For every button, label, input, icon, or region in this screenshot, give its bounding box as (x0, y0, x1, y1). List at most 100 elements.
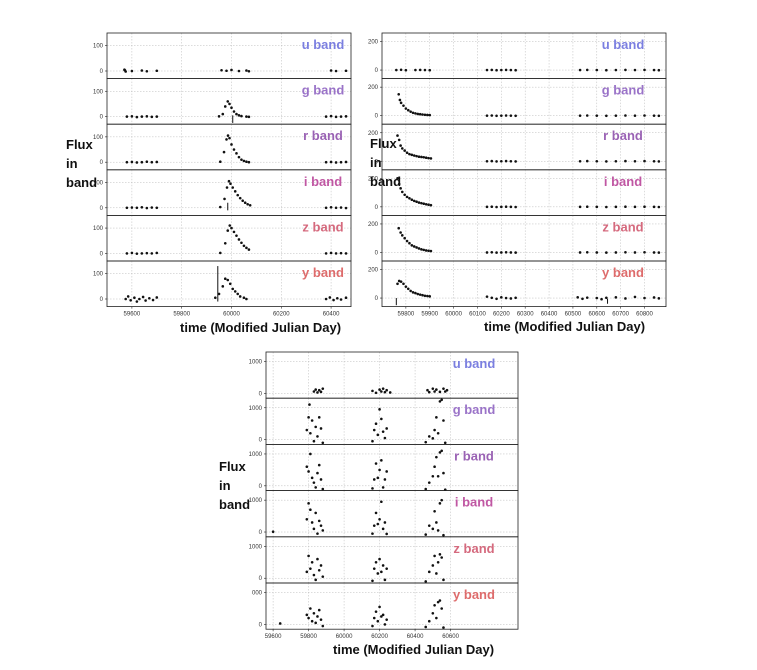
y-tick-label: 1000 (249, 360, 263, 366)
y-tick-label: 0 (259, 484, 263, 490)
data-point (383, 578, 387, 582)
data-point (372, 567, 376, 570)
band-label: z band (302, 219, 343, 234)
data-point (235, 152, 238, 155)
data-point (226, 278, 230, 282)
data-point (421, 113, 424, 116)
data-point (652, 251, 656, 254)
data-point (418, 112, 422, 116)
data-point (404, 107, 408, 110)
data-point (426, 113, 429, 117)
data-point (150, 115, 154, 119)
data-point (417, 155, 421, 158)
data-point (643, 296, 646, 300)
data-point (312, 439, 316, 443)
data-point (440, 607, 443, 610)
data-point (319, 390, 323, 394)
x-tick-label: 60400 (541, 312, 558, 318)
data-point (319, 478, 323, 481)
lightcurve-chart-bottom: 0 1000 u band 0 1000 g band 0 1000 r band 0 1000 i … (249, 351, 519, 640)
data-point (321, 441, 325, 445)
data-point (305, 517, 309, 521)
data-point (228, 224, 232, 227)
data-point (605, 296, 608, 300)
lightcurve-figure-right: 0 200 u band 0 200 g band 0 200 r band 0 200 i band… (366, 32, 667, 318)
data-point (218, 160, 222, 163)
data-point (155, 206, 159, 210)
data-point (383, 478, 387, 481)
band-label: u band (453, 356, 496, 371)
x-tick-label: 60800 (636, 312, 653, 318)
data-point (427, 524, 431, 527)
data-point (329, 205, 333, 209)
data-point (585, 114, 589, 117)
x-tick-label: 60100 (469, 312, 486, 318)
data-point (399, 231, 402, 234)
data-point (235, 234, 238, 237)
data-point (140, 160, 144, 164)
data-point (424, 440, 428, 444)
data-point (230, 106, 233, 110)
band-label: g band (602, 83, 645, 98)
data-point (605, 205, 608, 209)
data-point (578, 114, 582, 117)
data-point (420, 248, 423, 251)
panel-i-band: 0 200 i band (368, 169, 667, 216)
data-point (307, 502, 310, 505)
data-point (440, 449, 443, 453)
data-point (438, 451, 442, 454)
data-point (595, 205, 599, 209)
y-tick-label: 100 (93, 89, 104, 95)
data-point (324, 297, 328, 301)
data-point (424, 533, 428, 536)
data-point (231, 287, 235, 291)
data-point (500, 296, 503, 299)
data-point (150, 160, 154, 164)
y-tick-label: 000 (252, 591, 263, 597)
data-point (652, 114, 656, 117)
data-point (485, 114, 489, 117)
data-point (414, 68, 417, 72)
data-point (412, 199, 416, 203)
data-point (485, 295, 489, 298)
data-point (226, 100, 230, 103)
data-point (329, 251, 333, 255)
data-point (372, 428, 376, 432)
data-point (433, 510, 436, 513)
y-axis-label-left: Flux in band (66, 137, 98, 190)
data-point (436, 600, 440, 604)
data-point (155, 251, 159, 255)
data-point (124, 70, 127, 73)
data-point (614, 251, 618, 254)
data-point (624, 297, 627, 300)
data-point (431, 437, 435, 440)
data-point (423, 68, 427, 72)
data-point (428, 113, 432, 117)
data-point (228, 102, 231, 106)
data-point (403, 236, 406, 240)
data-point (155, 69, 159, 73)
data-point (404, 68, 408, 72)
data-point (145, 206, 149, 210)
y-tick-label: 0 (259, 622, 263, 628)
data-point (429, 203, 433, 207)
data-point (312, 611, 316, 615)
data-point (411, 111, 415, 115)
data-point (509, 159, 513, 163)
data-point (509, 251, 513, 254)
panel-y-band: 0 200 y band (368, 260, 667, 307)
data-point (230, 226, 233, 230)
data-point (442, 533, 445, 537)
y-tick-label: 1000 (249, 498, 263, 504)
data-point (321, 529, 325, 532)
data-point (422, 202, 426, 206)
data-point (140, 115, 144, 118)
panel-z-band: 0 200 z band (368, 214, 667, 262)
data-point (329, 160, 333, 164)
data-point (405, 239, 409, 243)
data-point (442, 626, 445, 629)
data-point (155, 115, 159, 118)
data-point (514, 205, 517, 209)
data-point (314, 578, 317, 582)
data-point (309, 508, 312, 512)
